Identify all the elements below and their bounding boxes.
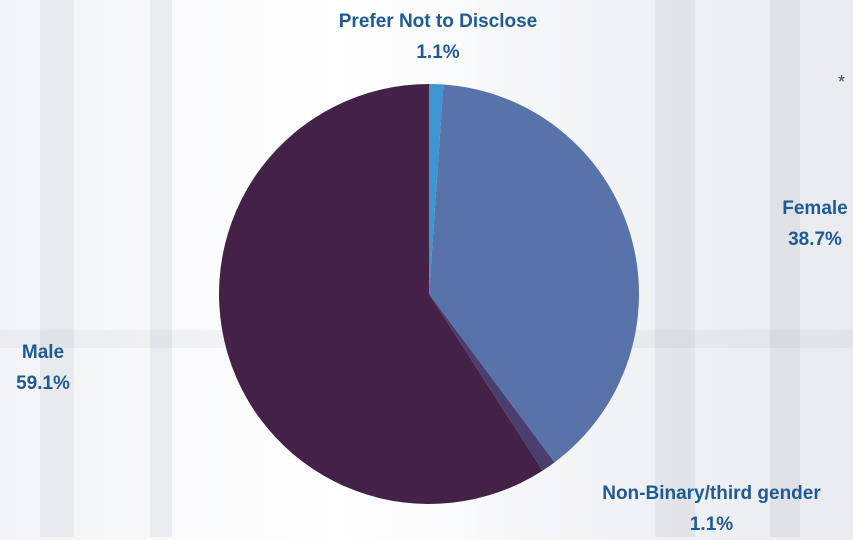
pie-slice-non-binary-third-gender [429,294,555,471]
footnote-asterisk: * [838,72,846,92]
slice-name: Prefer Not to Disclose [338,11,538,32]
slice-percent: 38.7% [788,229,842,250]
slice-name: Female [782,198,848,219]
pie-slice-prefer-not-to-disclose [429,84,444,294]
slice-label-female: Female 38.7% [760,193,853,255]
slice-label-male: Male 59.1% [0,337,86,399]
slice-percent: 1.1% [416,42,460,63]
slice-name: Male [21,342,65,363]
slice-name: Non-Binary/third gender [602,483,821,504]
slice-percent: 1.1% [689,514,734,535]
pie-slice-male [219,84,543,504]
slice-label-non-binary: Non-Binary/third gender 1.1% [570,478,853,540]
pie-slice-female [429,84,640,463]
slice-percent: 59.1% [16,373,70,394]
slice-label-prefer-not-to-disclose: Prefer Not to Disclose 1.1% [300,6,576,68]
